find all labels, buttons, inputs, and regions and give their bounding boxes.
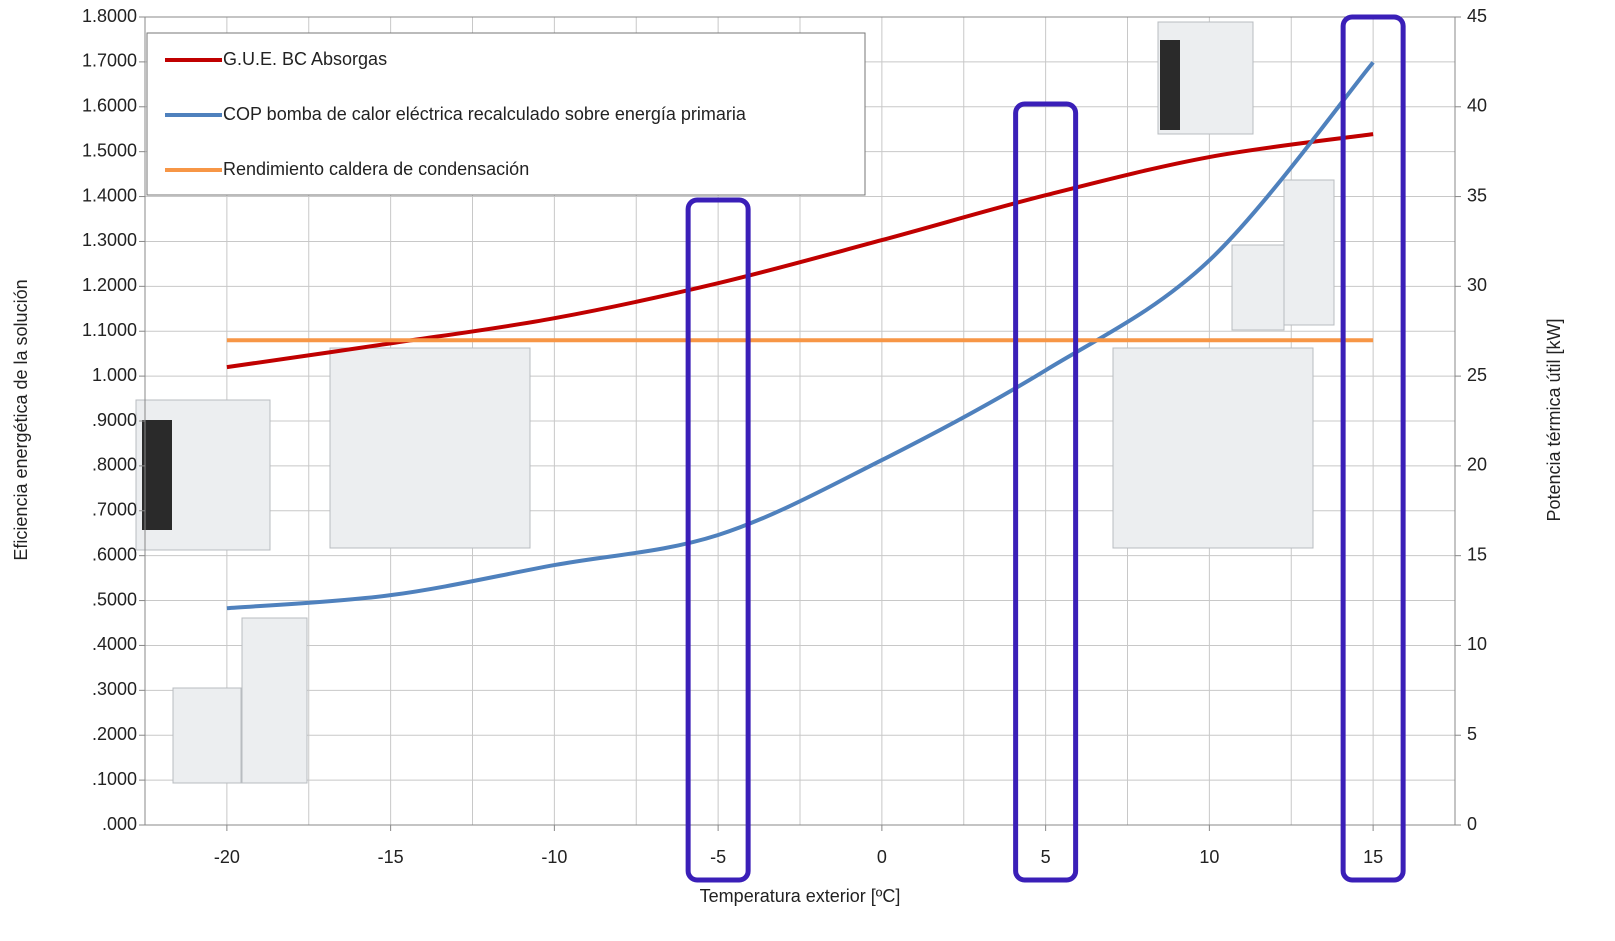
x-axis-title: Temperatura exterior [ºC] <box>700 886 901 906</box>
y2-tick-label: 35 <box>1467 185 1487 205</box>
x-tick-label: -20 <box>214 847 240 867</box>
y-tick-label: .3000 <box>92 679 137 699</box>
y-tick-label: 1.3000 <box>82 230 137 250</box>
y-tick-label: 1.4000 <box>82 185 137 205</box>
y-tick-label: .9000 <box>92 410 137 430</box>
x-tick-label: 15 <box>1363 847 1383 867</box>
x-tick-label: 5 <box>1041 847 1051 867</box>
y-tick-label: 1.7000 <box>82 51 137 71</box>
y-tick-label: 1.6000 <box>82 96 137 116</box>
photo <box>1284 180 1334 325</box>
legend-label: COP bomba de calor eléctrica recalculado… <box>223 104 747 124</box>
x-tick-label: -15 <box>378 847 404 867</box>
photo <box>142 420 172 530</box>
y2-tick-label: 45 <box>1467 6 1487 26</box>
y2-tick-label: 30 <box>1467 275 1487 295</box>
y-tick-label: 1.1000 <box>82 320 137 340</box>
photo <box>173 688 241 783</box>
y-tick-label: 1.000 <box>92 365 137 385</box>
y-tick-label: .1000 <box>92 769 137 789</box>
y-tick-label: .5000 <box>92 589 137 609</box>
y-tick-label: .000 <box>102 814 137 834</box>
chart: Temperatura exterior [ºC] Eficiencia ene… <box>0 0 1615 936</box>
y2-tick-label: 20 <box>1467 455 1487 475</box>
photo <box>1113 348 1313 548</box>
y-tick-label: 1.2000 <box>82 275 137 295</box>
y-tick-label: .2000 <box>92 724 137 744</box>
legend-label: G.U.E. BC Absorgas <box>223 49 387 69</box>
y2-tick-label: 0 <box>1467 814 1477 834</box>
y2-tick-label: 40 <box>1467 96 1487 116</box>
photo <box>330 348 530 548</box>
x-tick-label: 0 <box>877 847 887 867</box>
x-tick-label: -10 <box>541 847 567 867</box>
y2-tick-label: 5 <box>1467 724 1477 744</box>
legend-label: Rendimiento caldera de condensación <box>223 159 529 179</box>
y-tick-label: .8000 <box>92 455 137 475</box>
x-tick-label: -5 <box>710 847 726 867</box>
legend: G.U.E. BC Absorgas COP bomba de calor elé… <box>147 33 865 195</box>
y2-tick-label: 25 <box>1467 365 1487 385</box>
y-tick-label: 1.8000 <box>82 6 137 26</box>
y2-tick-label: 15 <box>1467 544 1487 564</box>
y2-tick-label: 10 <box>1467 634 1487 654</box>
y-axis-title: Eficiencia energética de la solución <box>11 279 31 560</box>
y-tick-label: .6000 <box>92 544 137 564</box>
y-tick-label: 1.5000 <box>82 140 137 160</box>
photo <box>1160 40 1180 130</box>
y2-axis-title: Potencia térmica útil [kW] <box>1544 318 1564 521</box>
photo <box>242 618 307 783</box>
photo <box>1232 245 1284 330</box>
x-tick-label: 10 <box>1199 847 1219 867</box>
y-tick-label: .4000 <box>92 634 137 654</box>
y-tick-label: .7000 <box>92 500 137 520</box>
